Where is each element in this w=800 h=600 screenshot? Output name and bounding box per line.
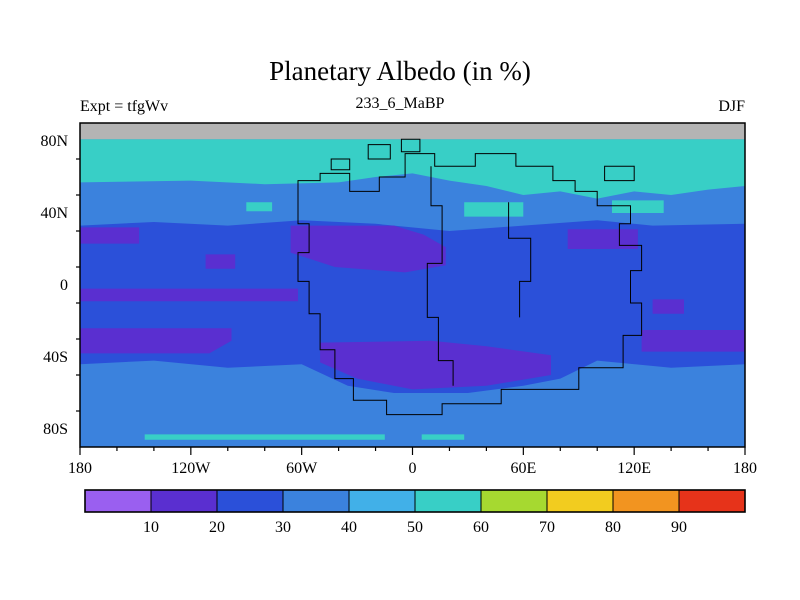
- field-region-purple-ne-blob: [567, 229, 638, 249]
- field-region-purple-west-band: [80, 227, 140, 244]
- colorbar-segment: [546, 489, 614, 513]
- coastline-inner-boundary-2: [508, 202, 532, 318]
- x-tick-label: 180: [68, 460, 92, 477]
- colorbar-segment: [216, 489, 284, 513]
- colorbar-segment: [678, 489, 746, 513]
- x-tick-label: 180: [733, 460, 757, 477]
- colorbar-label: 20: [209, 519, 225, 536]
- x-tick-label: 60W: [286, 460, 318, 477]
- colorbar-label: 70: [539, 519, 555, 536]
- colorbar-segment: [150, 489, 218, 513]
- chart-subtitle: 233_6_MaBP: [355, 95, 445, 112]
- y-tick-label: 40S: [43, 349, 68, 366]
- field-region-polar-no-data: [80, 123, 745, 140]
- colorbar-label: 50: [407, 519, 423, 536]
- chart-title: Planetary Albedo (in %): [269, 56, 531, 86]
- coastline-island-4: [330, 158, 351, 171]
- x-tick-label: 120E: [617, 460, 651, 477]
- colorbar-segment: [348, 489, 416, 513]
- colorbar-label: 90: [671, 519, 687, 536]
- coastlines: [297, 138, 643, 416]
- field-region-purple-south-blob: [320, 340, 551, 390]
- colorbar-label: 10: [143, 519, 159, 536]
- y-tick-label: 40N: [40, 205, 68, 222]
- field-region-cyan-patch-east: [612, 200, 664, 213]
- colorbar-segment: [414, 489, 482, 513]
- colorbar-label: 40: [341, 519, 357, 536]
- axes: 180 120W 60W 0 60E 120E 180 80N 40N 0 40S 80S: [40, 133, 757, 477]
- y-tick-label: 0: [60, 277, 68, 294]
- field-region-purple-nw-blob: [290, 225, 446, 273]
- colorbar-border: [84, 489, 746, 513]
- y-tick-label: 80N: [40, 133, 68, 150]
- colorbar-segment: [612, 489, 680, 513]
- field-region-cyan-patch-central: [464, 202, 524, 217]
- x-tick-label: 120W: [171, 460, 211, 477]
- colorbar-segment: [480, 489, 548, 513]
- coastline-island-3: [604, 165, 635, 182]
- experiment-label: Expt = tfgWv: [80, 98, 169, 115]
- field-region-cyan-polar-band: [80, 139, 745, 199]
- map-regions: [80, 123, 745, 447]
- field-region-cyan-bottom-square: [421, 434, 465, 440]
- field-region-cyan-bottom-strip: [144, 434, 385, 440]
- x-tick-label: 0: [409, 460, 417, 477]
- coastline-island-2: [400, 138, 421, 153]
- colorbar-segment: [282, 489, 350, 513]
- colorbar-label: 30: [275, 519, 291, 536]
- coastline-inner-boundary-1: [426, 166, 454, 386]
- x-tick-label: 60E: [510, 460, 536, 477]
- colorbar-label: 80: [605, 519, 621, 536]
- field-region-purple-se-band: [641, 330, 745, 352]
- field-region-purple-equatorial-strip: [80, 288, 298, 302]
- coastline-supercontinent: [297, 153, 643, 416]
- season-label: DJF: [718, 98, 745, 115]
- field-region-purple-small-east: [652, 299, 684, 314]
- colorbar-label: 60: [473, 519, 489, 536]
- field-region-purple-sw-band: [80, 328, 232, 354]
- colorbar: 10 20 30 40 50 60 70 80 90: [84, 489, 746, 536]
- field-region-purple-small-west: [205, 254, 236, 269]
- colorbar-segment: [84, 489, 152, 513]
- field-region-cyan-patch-west: [246, 202, 273, 212]
- coastline-island-1: [367, 144, 391, 160]
- field-region-midlat-belt: [80, 220, 745, 393]
- y-tick-label: 80S: [43, 421, 68, 438]
